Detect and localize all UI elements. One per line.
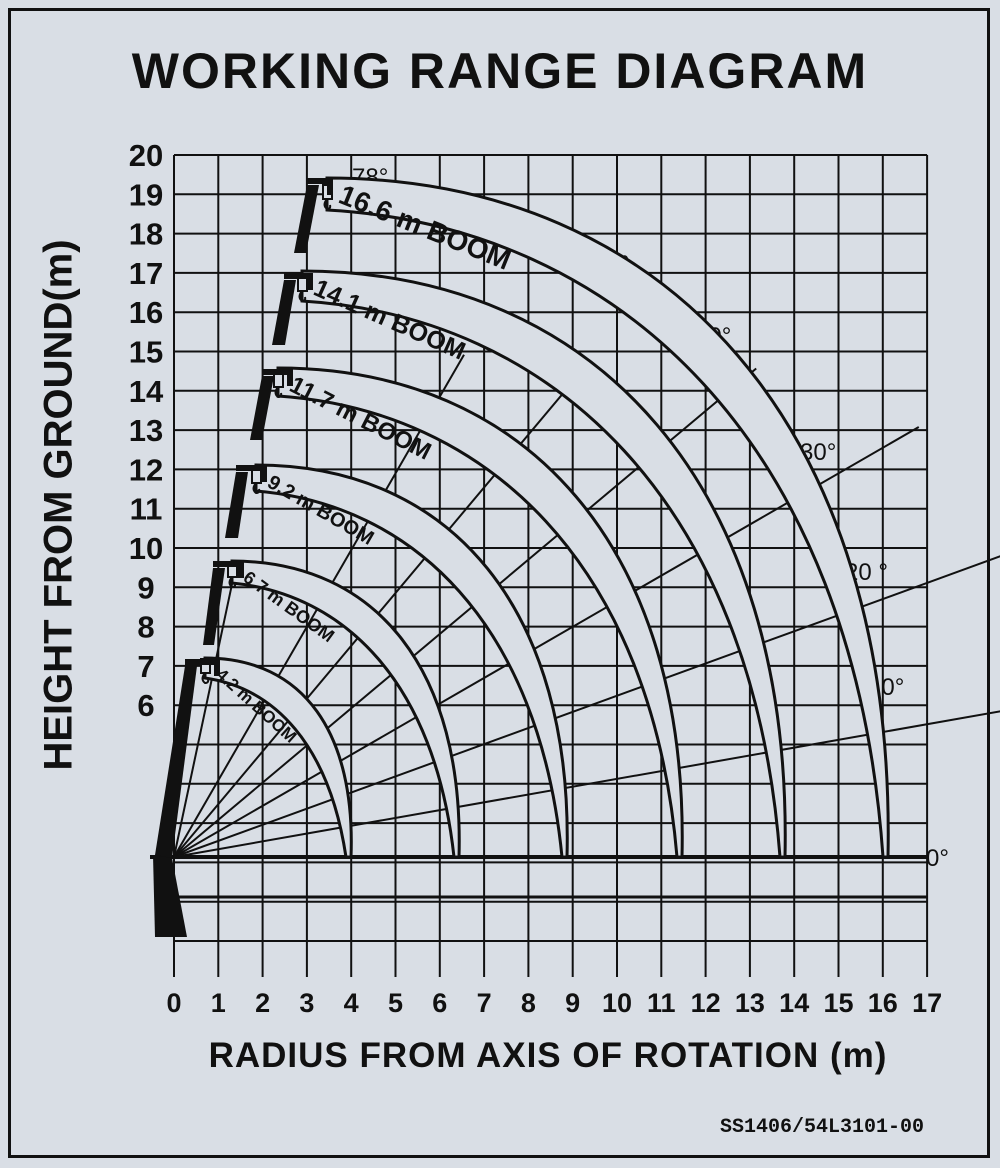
x-tick-label: 2 xyxy=(255,988,270,1018)
boom-head xyxy=(185,659,220,676)
x-tick-label: 14 xyxy=(779,988,809,1018)
angle-line xyxy=(173,710,1000,858)
y-tick-label: 10 xyxy=(129,531,163,566)
y-tick-label: 9 xyxy=(137,570,154,605)
x-tick-label: 8 xyxy=(521,988,536,1018)
boom-section xyxy=(250,376,274,440)
boom-head xyxy=(236,465,267,482)
y-tick-label: 18 xyxy=(129,217,163,252)
x-tick-label: 7 xyxy=(477,988,492,1018)
boom-arc xyxy=(300,269,787,859)
boom-section xyxy=(225,472,248,538)
document-code: SS1406/54L3101-00 xyxy=(720,1116,925,1139)
x-tick-label: 3 xyxy=(299,988,314,1018)
angle-label: 0° xyxy=(926,845,949,872)
hook xyxy=(201,672,210,685)
angle-line xyxy=(173,563,238,858)
x-tick-label: 15 xyxy=(823,988,853,1018)
boom-arc xyxy=(325,176,890,859)
boom-arc xyxy=(254,463,569,859)
y-tick-label: 7 xyxy=(137,649,154,684)
boom-arc xyxy=(203,656,353,859)
crane-post xyxy=(153,855,187,937)
angle-line xyxy=(173,555,1000,858)
y-tick-label: 15 xyxy=(129,335,163,370)
hook-block xyxy=(251,468,262,484)
x-tick-label: 11 xyxy=(647,988,676,1018)
hook xyxy=(274,386,283,399)
y-tick-label: 8 xyxy=(137,610,154,645)
y-tick-label: 20 xyxy=(129,138,163,173)
x-tick-label: 12 xyxy=(691,988,721,1018)
boom-section xyxy=(155,666,197,858)
crane-silhouettes xyxy=(153,178,333,937)
boom-section xyxy=(272,280,296,345)
boom-head xyxy=(284,273,313,290)
boom-section xyxy=(294,185,319,253)
diagram-frame xyxy=(8,8,990,1158)
boom-arc xyxy=(230,559,461,859)
boom-head xyxy=(307,178,333,195)
x-tick-label: 16 xyxy=(868,988,898,1018)
diagram-title: WORKING RANGE DIAGRAM xyxy=(131,43,869,99)
x-axis-label: RADIUS FROM AXIS OF ROTATION (m) xyxy=(208,1036,888,1075)
y-tick-label: 6 xyxy=(137,688,154,723)
hook xyxy=(252,482,261,495)
x-tick-label: 4 xyxy=(344,988,359,1018)
y-tick-label: 14 xyxy=(129,374,164,409)
hook xyxy=(228,576,237,589)
boom-head xyxy=(213,561,244,578)
x-tick-label: 13 xyxy=(735,988,765,1018)
y-tick-label: 12 xyxy=(129,452,163,487)
x-tick-label: 0 xyxy=(166,988,181,1018)
hook xyxy=(323,198,332,211)
y-tick-label: 11 xyxy=(130,492,163,527)
y-tick-label: 16 xyxy=(129,295,163,330)
y-tick-label: 19 xyxy=(129,177,163,212)
tick-labels: 0 1 2 3 4 5 6 7 8 9 10 11 12 13 14 15 16 1720191817161514… xyxy=(129,138,942,1018)
x-tick-label: 17 xyxy=(912,988,942,1018)
y-tick-label: 17 xyxy=(129,256,163,291)
hook-block xyxy=(273,372,284,388)
x-tick-label: 6 xyxy=(432,988,447,1018)
boom-section xyxy=(203,568,225,645)
hook-block xyxy=(297,276,308,292)
y-tick-label: 13 xyxy=(129,413,163,448)
boom-head xyxy=(262,369,293,386)
x-tick-label: 5 xyxy=(388,988,403,1018)
x-tick-label: 1 xyxy=(211,988,226,1018)
x-tick-label: 10 xyxy=(602,988,632,1018)
hook xyxy=(298,290,307,303)
x-tick-label: 9 xyxy=(565,988,580,1018)
boom-arc xyxy=(276,366,684,859)
